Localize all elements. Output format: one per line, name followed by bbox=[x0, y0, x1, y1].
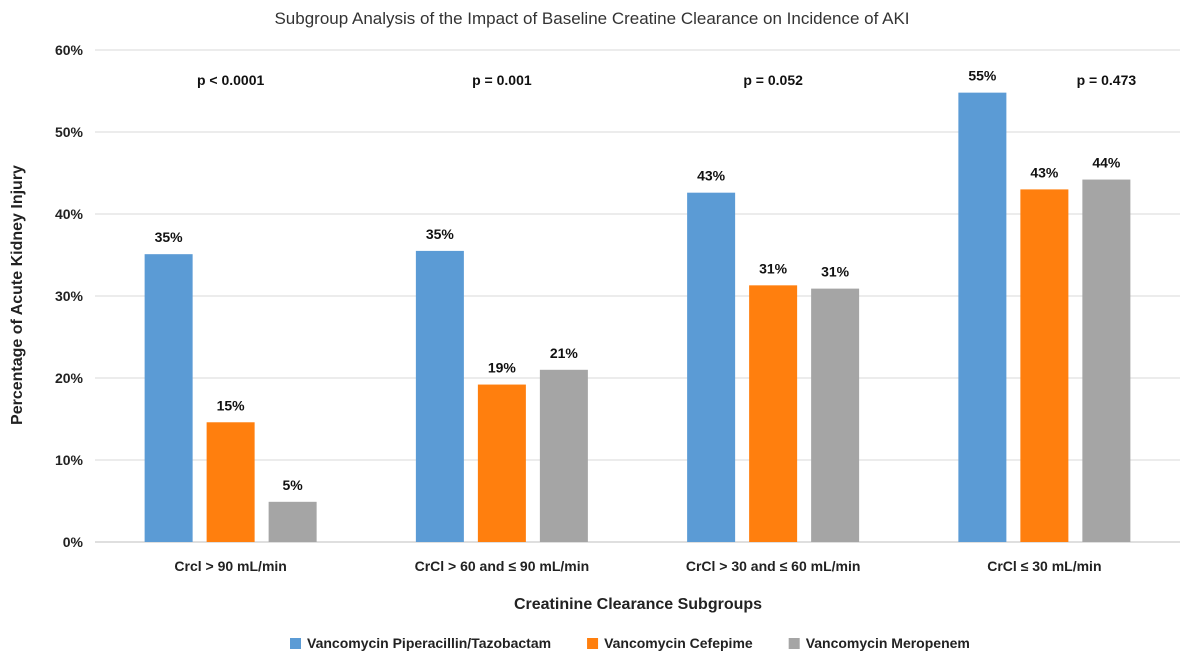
p-value-annotation: p = 0.001 bbox=[472, 72, 532, 88]
data-label: 55% bbox=[968, 68, 997, 84]
bar-2-1 bbox=[749, 285, 798, 542]
bar-1-1 bbox=[477, 384, 526, 542]
p-values: p < 0.0001 p = 0.001 p = 0.052 p = 0.473 bbox=[197, 72, 1136, 88]
y-tick-label: 10% bbox=[55, 452, 84, 468]
bar-3-0 bbox=[958, 92, 1007, 542]
gridlines bbox=[95, 49, 1180, 543]
y-axis-title: Percentage of Acute Kidney Injury bbox=[9, 165, 26, 425]
y-tick-label: 0% bbox=[63, 534, 84, 550]
p-value-annotation: p < 0.0001 bbox=[197, 72, 265, 88]
data-label: 35% bbox=[426, 226, 455, 242]
bar-0-0 bbox=[144, 254, 193, 542]
y-tick-label: 40% bbox=[55, 206, 84, 222]
bar-1-0 bbox=[415, 250, 464, 542]
y-tick-label: 20% bbox=[55, 370, 84, 386]
x-tick-label: CrCl > 30 and ≤ 60 mL/min bbox=[686, 558, 861, 574]
data-label: 21% bbox=[550, 345, 579, 361]
y-tick-label: 50% bbox=[55, 124, 84, 140]
data-label: 43% bbox=[1030, 164, 1059, 180]
data-label: 31% bbox=[821, 264, 850, 280]
data-label: 5% bbox=[283, 477, 304, 493]
legend-swatch bbox=[788, 638, 800, 649]
data-label: 44% bbox=[1092, 155, 1121, 171]
legend-item: Vancomycin Cefepime bbox=[587, 635, 753, 651]
legend-label: Vancomycin Meropenem bbox=[806, 635, 970, 651]
data-label: 31% bbox=[759, 260, 788, 276]
legend-swatch bbox=[587, 638, 599, 649]
x-tick-label: Crcl > 90 mL/min bbox=[174, 558, 286, 574]
data-label: 43% bbox=[697, 168, 726, 184]
legend-item: Vancomycin Piperacillin/Tazobactam bbox=[290, 635, 551, 651]
bar-0-1 bbox=[206, 422, 255, 542]
bar-3-1 bbox=[1020, 189, 1069, 542]
legend: Vancomycin Piperacillin/Tazobactam Vancom… bbox=[290, 635, 970, 651]
x-axis-title: Creatinine Clearance Subgroups bbox=[514, 596, 762, 613]
y-tick-label: 30% bbox=[55, 288, 84, 304]
data-labels: 35% 15% 5% 35% 19% 21% 43% 31% 31% 55% 43% 44% bbox=[155, 68, 1121, 493]
bar-2-2 bbox=[811, 288, 860, 542]
p-value-annotation: p = 0.052 bbox=[743, 72, 803, 88]
y-tick-label: 60% bbox=[55, 42, 84, 58]
data-label: 19% bbox=[488, 360, 517, 376]
legend-item: Vancomycin Meropenem bbox=[788, 635, 970, 651]
x-tick-label: CrCl > 60 and ≤ 90 mL/min bbox=[415, 558, 590, 574]
legend-label: Vancomycin Piperacillin/Tazobactam bbox=[307, 635, 551, 651]
legend-swatch bbox=[290, 638, 301, 649]
bar-1-2 bbox=[539, 369, 588, 542]
legend-label: Vancomycin Cefepime bbox=[604, 635, 753, 651]
y-axis: 0% 10% 20% 30% 40% 50% 60% bbox=[55, 42, 84, 550]
bar-3-2 bbox=[1082, 179, 1131, 542]
data-label: 35% bbox=[155, 229, 184, 245]
data-label: 15% bbox=[217, 397, 246, 413]
chart-title: Subgroup Analysis of the Impact of Basel… bbox=[274, 9, 909, 28]
bars bbox=[144, 92, 1131, 542]
x-tick-label: CrCl ≤ 30 mL/min bbox=[987, 558, 1101, 574]
x-axis: Crcl > 90 mL/min CrCl > 60 and ≤ 90 mL/mi… bbox=[174, 558, 1101, 574]
bar-2-0 bbox=[687, 192, 736, 542]
p-value-annotation: p = 0.473 bbox=[1077, 72, 1137, 88]
bar-0-2 bbox=[268, 501, 317, 542]
